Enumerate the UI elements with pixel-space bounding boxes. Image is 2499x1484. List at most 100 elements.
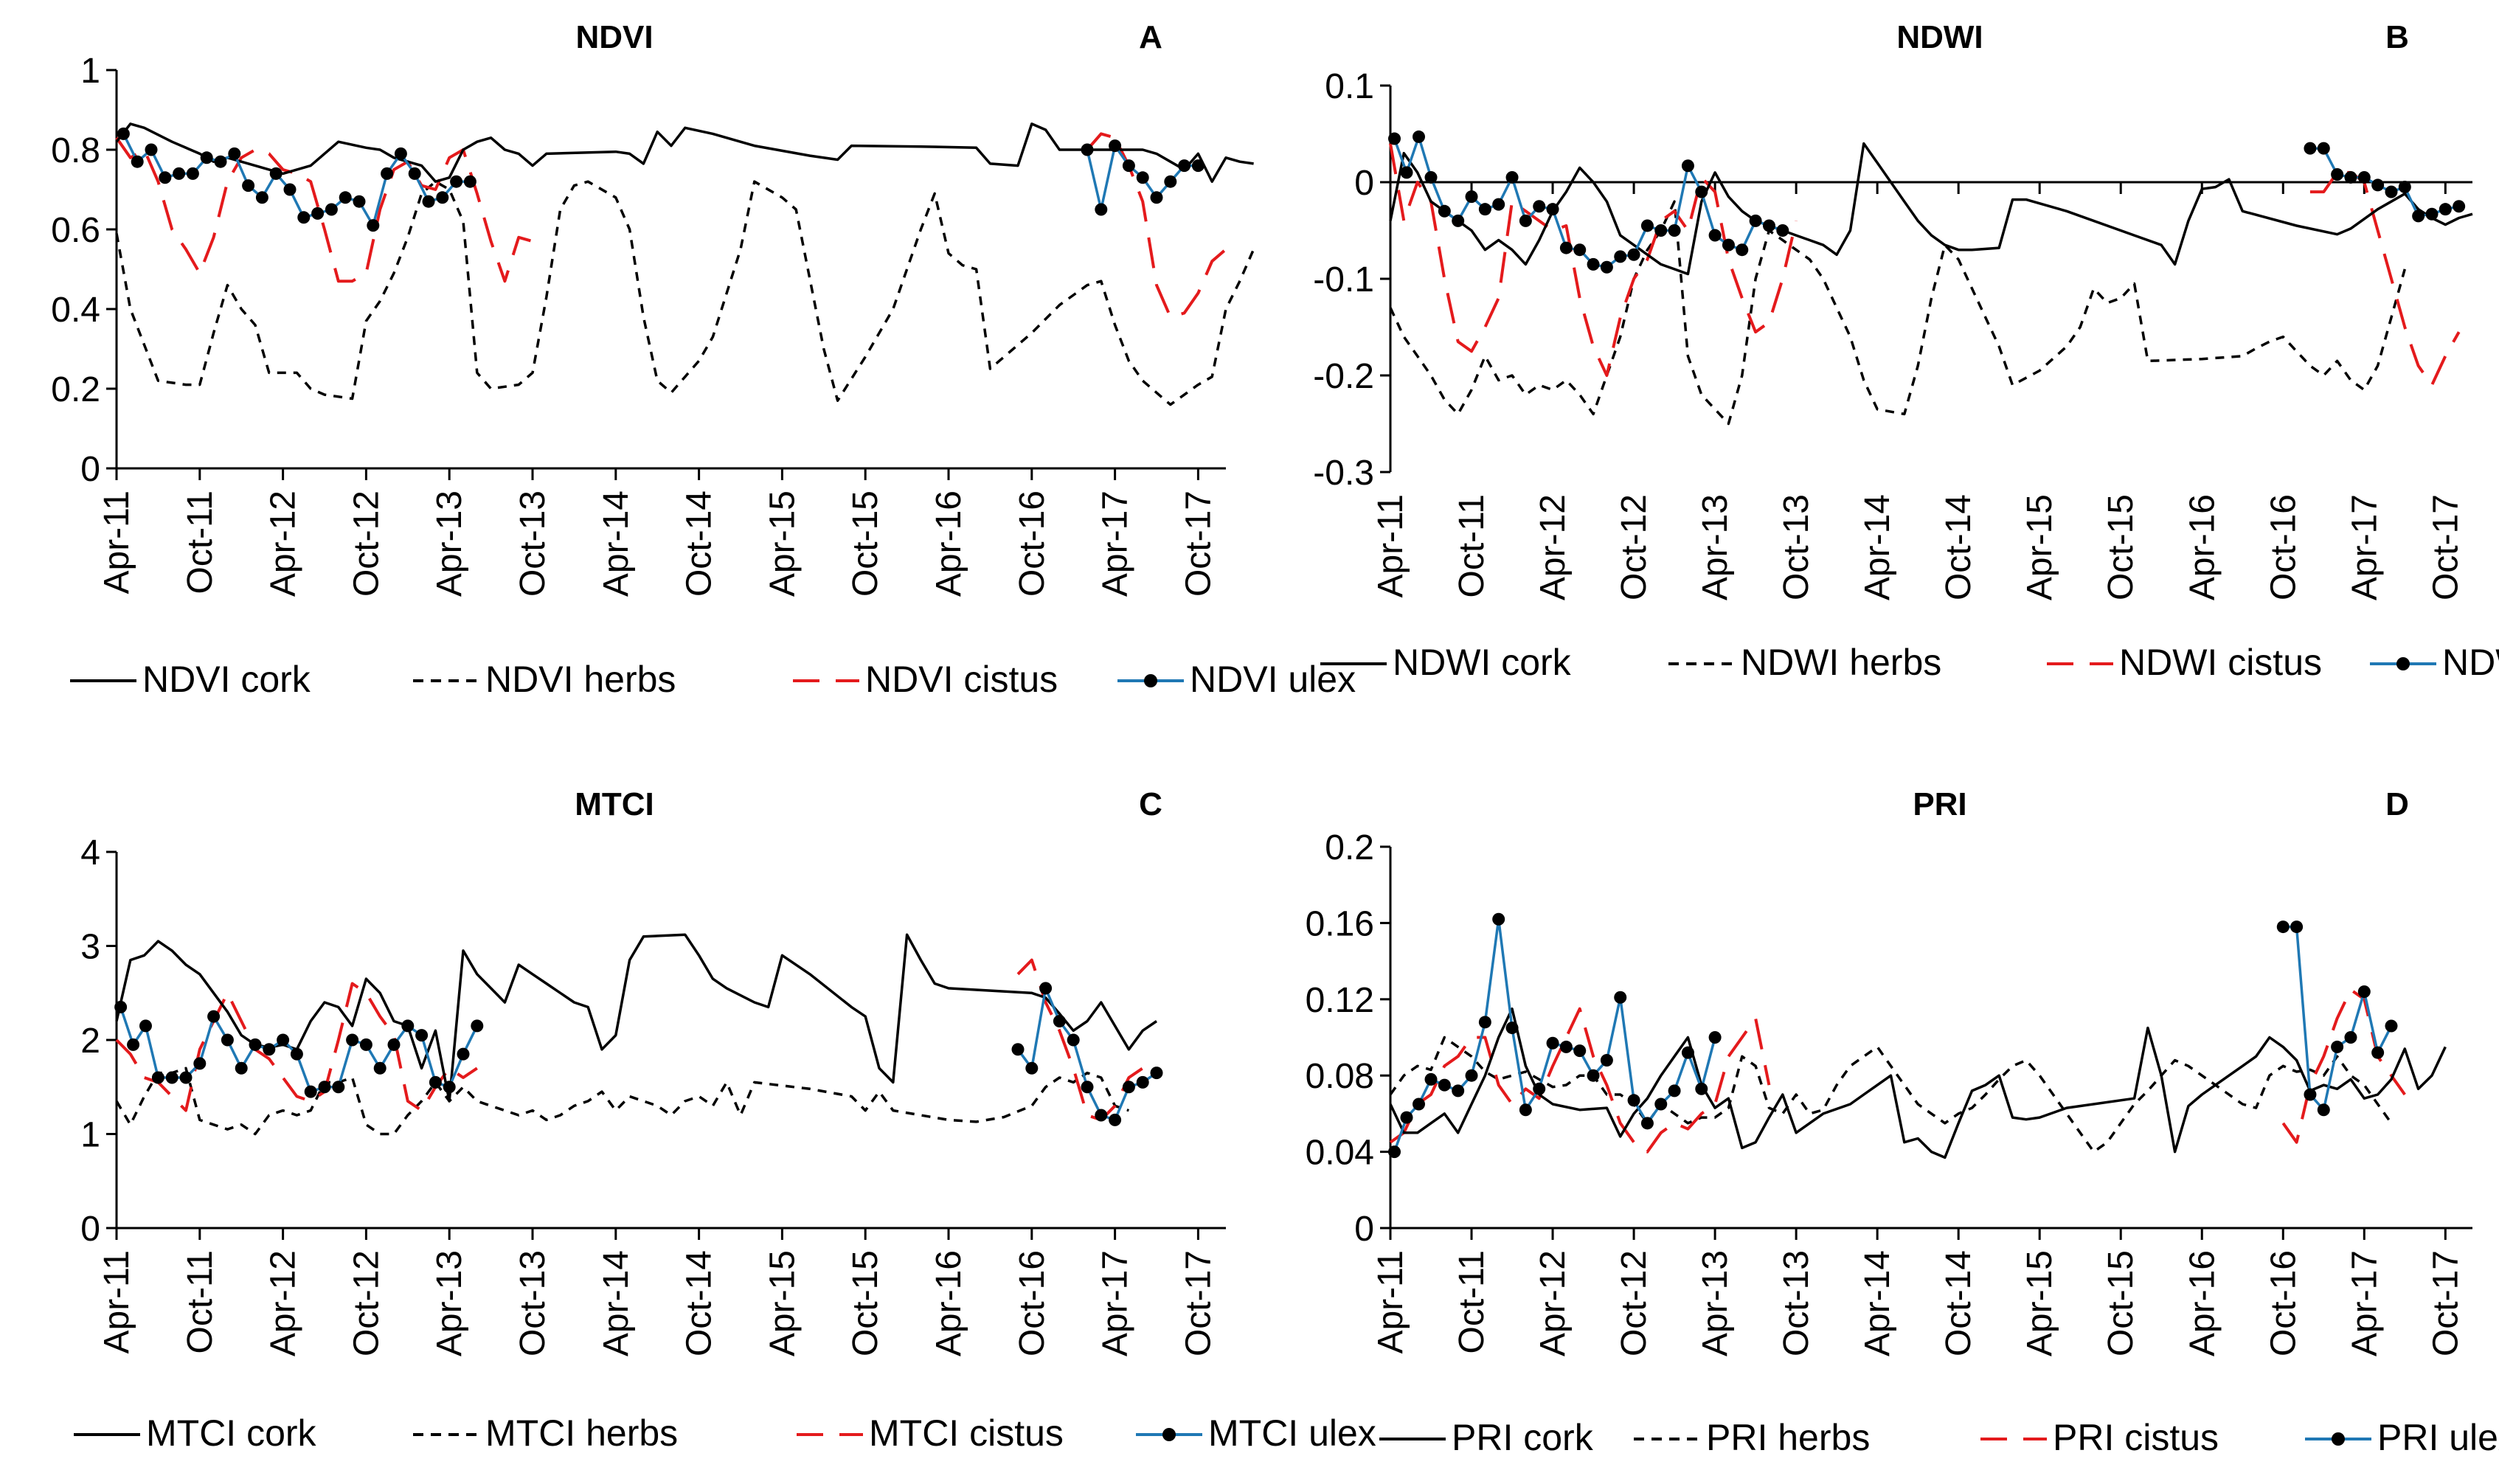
series-marker-ulex: [255, 191, 268, 204]
series-marker-ulex: [1654, 1098, 1668, 1111]
legend-label: NDVI ulex: [1190, 659, 1356, 700]
series-marker-ulex: [2331, 1040, 2344, 1053]
series-marker-ulex: [173, 167, 186, 180]
x-tick-label: Oct-17: [2426, 494, 2465, 600]
series-marker-ulex: [1681, 1046, 1694, 1059]
series-marker-ulex: [1695, 185, 1708, 198]
x-tick-label: Apr-16: [929, 490, 968, 597]
series-marker-ulex: [367, 219, 380, 232]
legend-marker-ulex: [1144, 674, 1157, 687]
x-tick-label: Oct-15: [846, 490, 885, 597]
x-tick-label: Oct-17: [1179, 490, 1218, 597]
series-line-cistus: [1389, 143, 1798, 377]
series-line-herbs: [115, 180, 1255, 406]
series-marker-ulex: [1388, 132, 1401, 145]
series-marker-ulex: [2439, 203, 2452, 216]
series-marker-ulex: [1546, 203, 1559, 216]
series-marker-ulex: [304, 1085, 317, 1098]
series-marker-ulex: [114, 1000, 128, 1013]
x-tick-label: Oct-14: [680, 1250, 719, 1356]
series-marker-ulex: [1505, 1022, 1519, 1035]
x-tick-label: Apr-13: [1696, 1250, 1735, 1356]
y-tick-label: -0.1: [1313, 260, 1374, 299]
series-line-cistus: [115, 982, 478, 1112]
series-marker-ulex: [242, 179, 255, 193]
series-marker-ulex: [263, 1043, 276, 1056]
y-tick-label: 0: [1354, 1210, 1374, 1249]
series-marker-ulex: [2398, 181, 2411, 194]
series-marker-ulex: [1587, 1069, 1600, 1082]
y-tick-label: 3: [80, 928, 100, 967]
x-tick-label: Oct-13: [1777, 494, 1816, 600]
series-marker-ulex: [429, 1075, 442, 1089]
series-line-herbs: [1389, 1036, 2393, 1154]
series-marker-ulex: [269, 167, 283, 180]
x-tick-label: Apr-11: [97, 490, 136, 594]
y-tick-label: 0: [80, 1210, 100, 1249]
x-tick-label: Apr-13: [430, 490, 469, 597]
series-marker-ulex: [1533, 200, 1546, 213]
series-marker-ulex: [1640, 219, 1654, 232]
x-tick-label: Oct-16: [1013, 1250, 1052, 1356]
series-marker-ulex: [1122, 1081, 1135, 1094]
series-marker-ulex: [394, 147, 407, 160]
series-marker-ulex: [1505, 170, 1519, 184]
panel-letter: C: [1139, 786, 1162, 822]
series-marker-ulex: [2317, 142, 2330, 155]
series-line-herbs: [1389, 200, 2406, 426]
series-marker-ulex: [1400, 1111, 1413, 1124]
series-marker-ulex: [457, 1047, 470, 1061]
series-marker-ulex: [381, 167, 394, 180]
y-tick-label: -0.2: [1313, 357, 1374, 396]
x-tick-label: Oct-16: [2264, 494, 2303, 600]
y-tick-label: 0.4: [51, 291, 100, 330]
series-line-herbs: [115, 1067, 1129, 1136]
series-line-cistus: [1016, 958, 1144, 1122]
series-marker-ulex: [387, 1038, 401, 1051]
x-tick-label: Apr-15: [763, 1250, 802, 1356]
series-marker-ulex: [1039, 982, 1053, 995]
panel-title: MTCI: [575, 786, 654, 822]
series-marker-ulex: [415, 1029, 429, 1042]
series-marker-ulex: [2425, 207, 2439, 221]
series-marker-ulex: [165, 1071, 178, 1084]
y-tick-label: 0.8: [51, 131, 100, 170]
series-marker-ulex: [1136, 1075, 1149, 1089]
panel-letter: D: [2385, 786, 2409, 822]
series-marker-ulex: [1081, 143, 1094, 156]
series-marker-ulex: [1627, 1094, 1640, 1107]
series-marker-ulex: [353, 195, 366, 208]
series-marker-ulex: [1424, 1072, 1438, 1086]
x-tick-label: Oct-15: [846, 1250, 885, 1356]
series-marker-ulex: [235, 1061, 248, 1075]
legend-label: MTCI herbs: [485, 1412, 678, 1454]
x-tick-label: Oct-11: [1452, 1250, 1491, 1353]
legend-label: MTCI ulex: [1208, 1412, 1376, 1454]
series-marker-ulex: [1573, 1044, 1587, 1058]
y-tick-label: -0.3: [1313, 454, 1374, 493]
x-tick-label: Oct-12: [347, 490, 386, 597]
x-tick-label: Apr-17: [2345, 1250, 2384, 1356]
series-marker-ulex: [1762, 219, 1775, 232]
y-tick-label: 0.6: [51, 211, 100, 250]
series-marker-ulex: [1413, 130, 1426, 143]
y-tick-label: 0.16: [1306, 904, 1374, 943]
series-marker-ulex: [471, 1019, 484, 1033]
series-marker-ulex: [2412, 209, 2425, 223]
y-tick-label: 0: [80, 450, 100, 489]
series-marker-ulex: [450, 175, 463, 188]
series-line-cork: [1389, 142, 2473, 276]
series-marker-ulex: [436, 191, 449, 204]
x-tick-label: Apr-17: [2345, 494, 2384, 600]
y-tick-label: 0.1: [1325, 67, 1374, 106]
series-marker-ulex: [2317, 1103, 2330, 1117]
x-tick-label: Apr-12: [1533, 1250, 1573, 1356]
x-tick-label: Oct-15: [2101, 1250, 2141, 1356]
panel-b: NDWI B -0.3 -0.2 -0.1 0 0.1 Apr-11 Oct-11 Apr-12 O…: [1313, 19, 2499, 683]
series-line-cistus: [1086, 132, 1227, 319]
y-tick-label: 1: [80, 1116, 100, 1155]
series-marker-ulex: [1136, 171, 1149, 184]
series-marker-ulex: [290, 1047, 303, 1061]
x-tick-label: Oct-13: [513, 490, 552, 597]
